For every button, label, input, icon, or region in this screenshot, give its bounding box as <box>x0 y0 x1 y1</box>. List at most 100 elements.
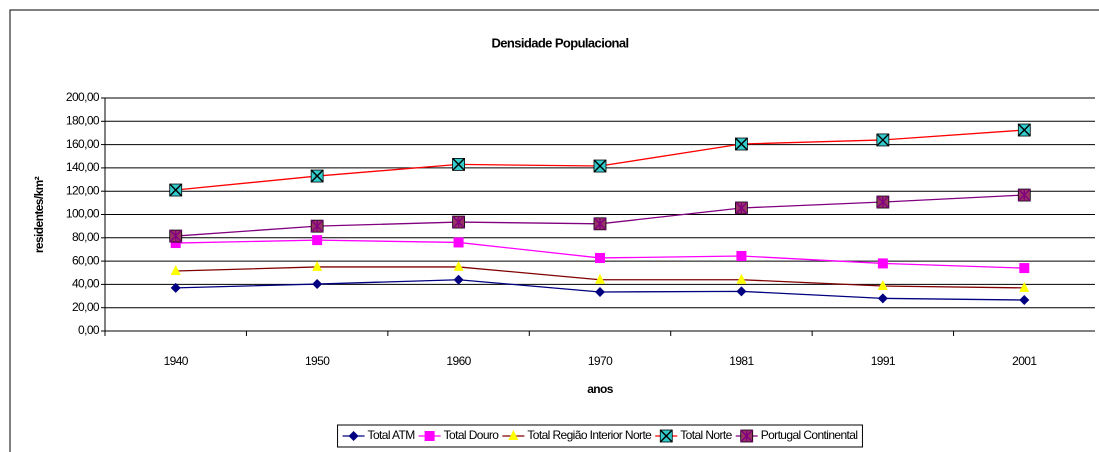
legend-marker <box>424 431 435 441</box>
marker-cross <box>452 157 466 171</box>
data-point <box>453 237 464 248</box>
data-point <box>877 280 888 291</box>
x-tick-label: 1960 <box>446 354 471 368</box>
marker-cross <box>169 183 183 197</box>
data-point <box>452 215 466 229</box>
legend-label: Total Douro <box>444 428 500 442</box>
y-tick-label: 200,00 <box>66 90 100 104</box>
chart-title: Densidade Populacional <box>491 35 628 50</box>
data-point <box>312 279 323 290</box>
y-tick-label: 180,00 <box>66 113 100 127</box>
data-point <box>169 229 183 243</box>
x-tick-label: 1940 <box>164 354 189 368</box>
y-tick-label: 20,00 <box>72 300 100 314</box>
marker-shape <box>170 282 181 293</box>
marker-shape <box>1019 295 1030 306</box>
marker-cross <box>593 159 607 173</box>
marker-shape <box>170 265 181 276</box>
data-point <box>877 258 888 269</box>
marker-cross <box>310 169 324 183</box>
marker-cross <box>740 429 754 443</box>
y-axis-title: residentes/km² <box>32 176 46 253</box>
marker-shape <box>453 260 464 271</box>
legend-label: Total Região Interior Norte <box>527 428 652 442</box>
legend-box <box>337 424 863 448</box>
data-point <box>453 274 464 285</box>
marker-cross <box>593 217 607 231</box>
x-tick-label: 2001 <box>1012 354 1037 368</box>
y-tick-label: 80,00 <box>72 230 100 244</box>
data-point <box>736 250 747 261</box>
data-point <box>170 238 181 249</box>
data-point <box>310 169 324 183</box>
data-point <box>310 219 324 233</box>
data-point <box>736 273 747 284</box>
marker-cross <box>1017 188 1031 202</box>
data-point <box>169 183 183 197</box>
marker-shape <box>1019 263 1030 274</box>
data-point <box>1019 295 1030 306</box>
legend-label: Total Norte <box>680 428 732 442</box>
y-tick-label: 100,00 <box>66 207 100 221</box>
marker-shape <box>877 280 888 291</box>
legend-label: Total ATM <box>368 428 416 442</box>
data-point <box>1019 281 1030 292</box>
y-tick-label: 120,00 <box>66 183 100 197</box>
marker-cross <box>734 137 748 151</box>
marker-shape <box>312 235 323 246</box>
legend-marker <box>740 429 754 443</box>
data-point <box>593 159 607 173</box>
data-point <box>876 195 890 209</box>
data-point <box>736 286 747 297</box>
marker-shape <box>453 237 464 248</box>
marker-shape <box>424 431 435 441</box>
data-point <box>170 282 181 293</box>
legend-marker <box>659 429 673 443</box>
marker-shape <box>348 431 359 441</box>
data-point <box>593 217 607 231</box>
x-tick-label: 1950 <box>305 354 330 368</box>
marker-cross <box>876 195 890 209</box>
data-point <box>595 273 605 284</box>
marker-cross <box>1017 123 1031 137</box>
marker-shape <box>1019 281 1030 292</box>
y-tick-label: 0,00 <box>78 323 100 337</box>
data-point <box>1017 123 1031 137</box>
marker-cross <box>734 201 748 215</box>
legend-marker <box>348 431 359 441</box>
y-tick-label: 40,00 <box>72 277 100 291</box>
marker-cross <box>876 133 890 147</box>
data-point <box>877 293 888 304</box>
data-point <box>1017 188 1031 202</box>
x-tick-label: 1981 <box>729 354 754 368</box>
marker-shape <box>595 286 605 297</box>
data-point <box>453 260 464 271</box>
marker-cross <box>310 219 324 233</box>
y-tick-label: 140,00 <box>66 160 100 174</box>
data-point <box>734 137 748 151</box>
marker-cross <box>659 429 673 443</box>
legend: Total ATM Total Douro Total Região Interio… <box>337 424 863 448</box>
marker-shape <box>595 252 605 263</box>
data-point <box>734 201 748 215</box>
marker-shape <box>312 260 323 271</box>
data-point <box>595 252 605 263</box>
y-tick-label: 60,00 <box>72 253 100 267</box>
x-tick-label: 1991 <box>871 354 896 368</box>
data-point <box>1019 263 1030 274</box>
x-axis-title: anos <box>587 382 614 396</box>
marker-shape <box>170 238 181 249</box>
data-point <box>452 157 466 171</box>
marker-shape <box>736 286 747 297</box>
data-point <box>876 133 890 147</box>
legend-label: Portugal Continental <box>761 428 858 442</box>
y-tick-label: 160,00 <box>66 137 100 151</box>
marker-shape <box>736 250 747 261</box>
x-tick-label: 1970 <box>588 354 613 368</box>
marker-shape <box>736 273 747 284</box>
legend-marker <box>508 430 519 440</box>
data-point <box>312 260 323 271</box>
marker-shape <box>508 430 519 440</box>
chart-border <box>9 9 1099 452</box>
